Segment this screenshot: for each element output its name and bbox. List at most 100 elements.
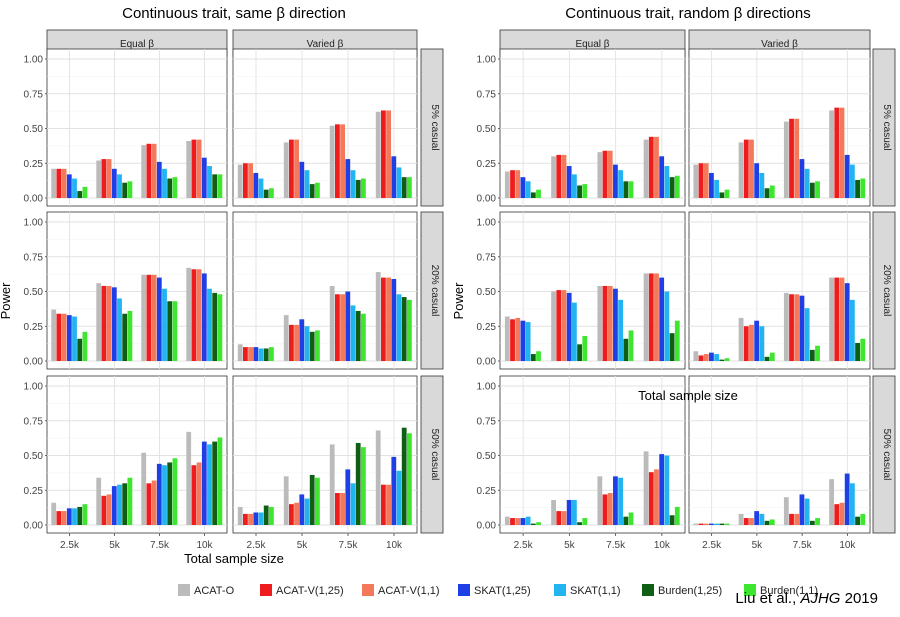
bar [607,493,613,525]
bar [151,143,157,198]
bar [628,512,634,525]
bar [72,316,77,361]
bar [504,516,510,525]
bar [582,518,588,525]
bar [56,511,62,525]
legend-label: ACAT-V(1,25) [276,585,344,597]
bar [381,110,386,198]
bar [309,474,315,525]
bar [191,269,197,361]
bar [156,161,162,198]
bar [860,178,866,198]
x-tick-label: 2.5k [702,540,722,551]
bar [703,354,709,361]
bar [345,159,351,198]
bar [141,145,147,198]
row-strip-1-1 [872,211,896,370]
bar [804,308,810,361]
bar [566,292,572,361]
bar [253,172,259,198]
bar [829,110,834,198]
bar [162,168,167,198]
bar [396,167,402,198]
bar [66,315,72,361]
bar [283,142,289,198]
bar [172,177,178,198]
y-tick-label: 0.00 [24,521,44,532]
bar [82,186,88,198]
bar [794,118,800,198]
y-tick-label: 0.25 [24,159,44,170]
bar [839,502,845,525]
y-tick-label: 0.75 [477,416,497,427]
bar [212,441,218,525]
y-tick-label: 0.50 [477,287,497,298]
bar [51,168,57,198]
bar [510,319,515,361]
bar [525,322,531,361]
bar [809,520,815,525]
legend-swatch [642,584,654,596]
x-tick-label: 7.5k [339,540,359,551]
bar [375,111,381,198]
bar [207,444,212,525]
bar [329,125,335,198]
bar [66,508,72,525]
bar [669,177,675,198]
legend-swatch [458,584,470,596]
bar [299,319,305,361]
bar [515,317,521,361]
bar [106,159,112,198]
bar [172,301,178,361]
bar [659,454,665,525]
bar [520,320,526,361]
bar [315,182,320,198]
bar [769,352,775,361]
bar [515,518,521,525]
bar [577,185,582,198]
bar [693,164,699,198]
bar [654,136,659,198]
bar [263,348,269,361]
bar [350,170,356,198]
bar [146,483,152,525]
legend-label: Burden(1,1) [760,585,818,597]
bar [289,139,294,198]
bar [764,188,770,198]
bar [106,285,112,361]
bar [597,285,603,361]
x-tick-label: 7.5k [606,540,626,551]
bar [839,107,845,198]
y-tick-label: 0.00 [477,194,497,205]
bar [597,476,603,525]
bar [335,124,340,198]
bar [829,277,834,361]
bar [536,351,541,361]
bar [804,168,810,198]
bar [536,522,541,525]
bar [172,458,178,525]
bar [849,164,855,198]
x-tick-label: 2.5k [247,540,267,551]
bar [127,477,133,525]
bar [243,163,248,198]
bar [844,154,850,198]
bar [602,150,608,198]
bar [743,326,749,361]
bar [156,463,162,525]
bar [643,273,649,361]
bar [799,295,805,361]
legend-label: ACAT-O [194,585,235,597]
y-tick-label: 0.50 [477,451,497,462]
bar [212,174,218,198]
y-tick-label: 0.75 [477,252,497,263]
bar [783,497,789,525]
bar [396,470,402,525]
bar [61,313,67,361]
bar [618,299,624,361]
row-strip-1-2 [872,375,896,534]
bar [248,513,253,525]
bar [794,513,800,525]
bar [561,290,567,361]
bar [237,164,243,198]
